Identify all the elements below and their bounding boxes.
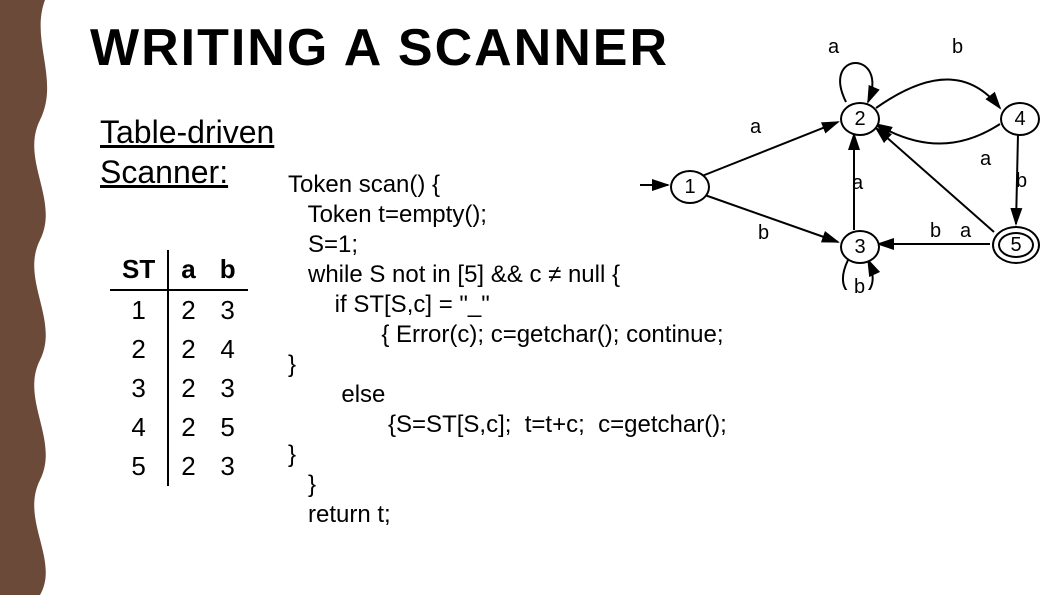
table-cell: 3	[208, 447, 248, 486]
fsm-node-3: 3	[840, 230, 880, 264]
fsm-edge-label: b	[758, 222, 769, 245]
fsm-edge-label: a	[828, 36, 839, 59]
table-cell: 2	[168, 290, 207, 330]
fsm-diagram: 12345 abaabbaabb	[640, 30, 1058, 290]
left-wave-decoration	[0, 0, 70, 595]
fsm-node-2: 2	[840, 102, 880, 136]
table-row: 4	[110, 408, 168, 447]
table-row: 5	[110, 447, 168, 486]
fsm-edge-label: b	[1016, 170, 1027, 193]
table-header-a: a	[168, 250, 207, 290]
fsm-edge-label: a	[852, 172, 863, 195]
table-cell: 5	[208, 408, 248, 447]
fsm-edge-label: a	[960, 220, 971, 243]
table-cell: 3	[208, 290, 248, 330]
fsm-edge-label: a	[750, 116, 761, 139]
subtitle-line-2: Scanner:	[100, 154, 228, 190]
fsm-node-4: 4	[1000, 102, 1040, 136]
slide-subtitle: Table-driven Scanner:	[100, 112, 274, 192]
table-cell: 3	[208, 369, 248, 408]
table-cell: 2	[168, 369, 207, 408]
fsm-edge-label: b	[930, 220, 941, 243]
fsm-edge-label: b	[854, 276, 865, 299]
subtitle-line-1: Table-driven	[100, 114, 274, 150]
table-header-st: ST	[110, 250, 168, 290]
table-cell: 2	[168, 408, 207, 447]
table-header-b: b	[208, 250, 248, 290]
fsm-node-5: 5	[992, 226, 1040, 264]
table-row: 2	[110, 330, 168, 369]
slide-title: WRITING A SCANNER	[90, 18, 669, 78]
table-cell: 2	[168, 330, 207, 369]
table-cell: 2	[168, 447, 207, 486]
table-row: 3	[110, 369, 168, 408]
transition-table: ST a b 123 224 323 425 523	[110, 250, 248, 486]
fsm-edge-label: a	[980, 148, 991, 171]
table-row: 1	[110, 290, 168, 330]
fsm-edge-label: b	[952, 36, 963, 59]
table-cell: 4	[208, 330, 248, 369]
fsm-node-1: 1	[670, 170, 710, 204]
